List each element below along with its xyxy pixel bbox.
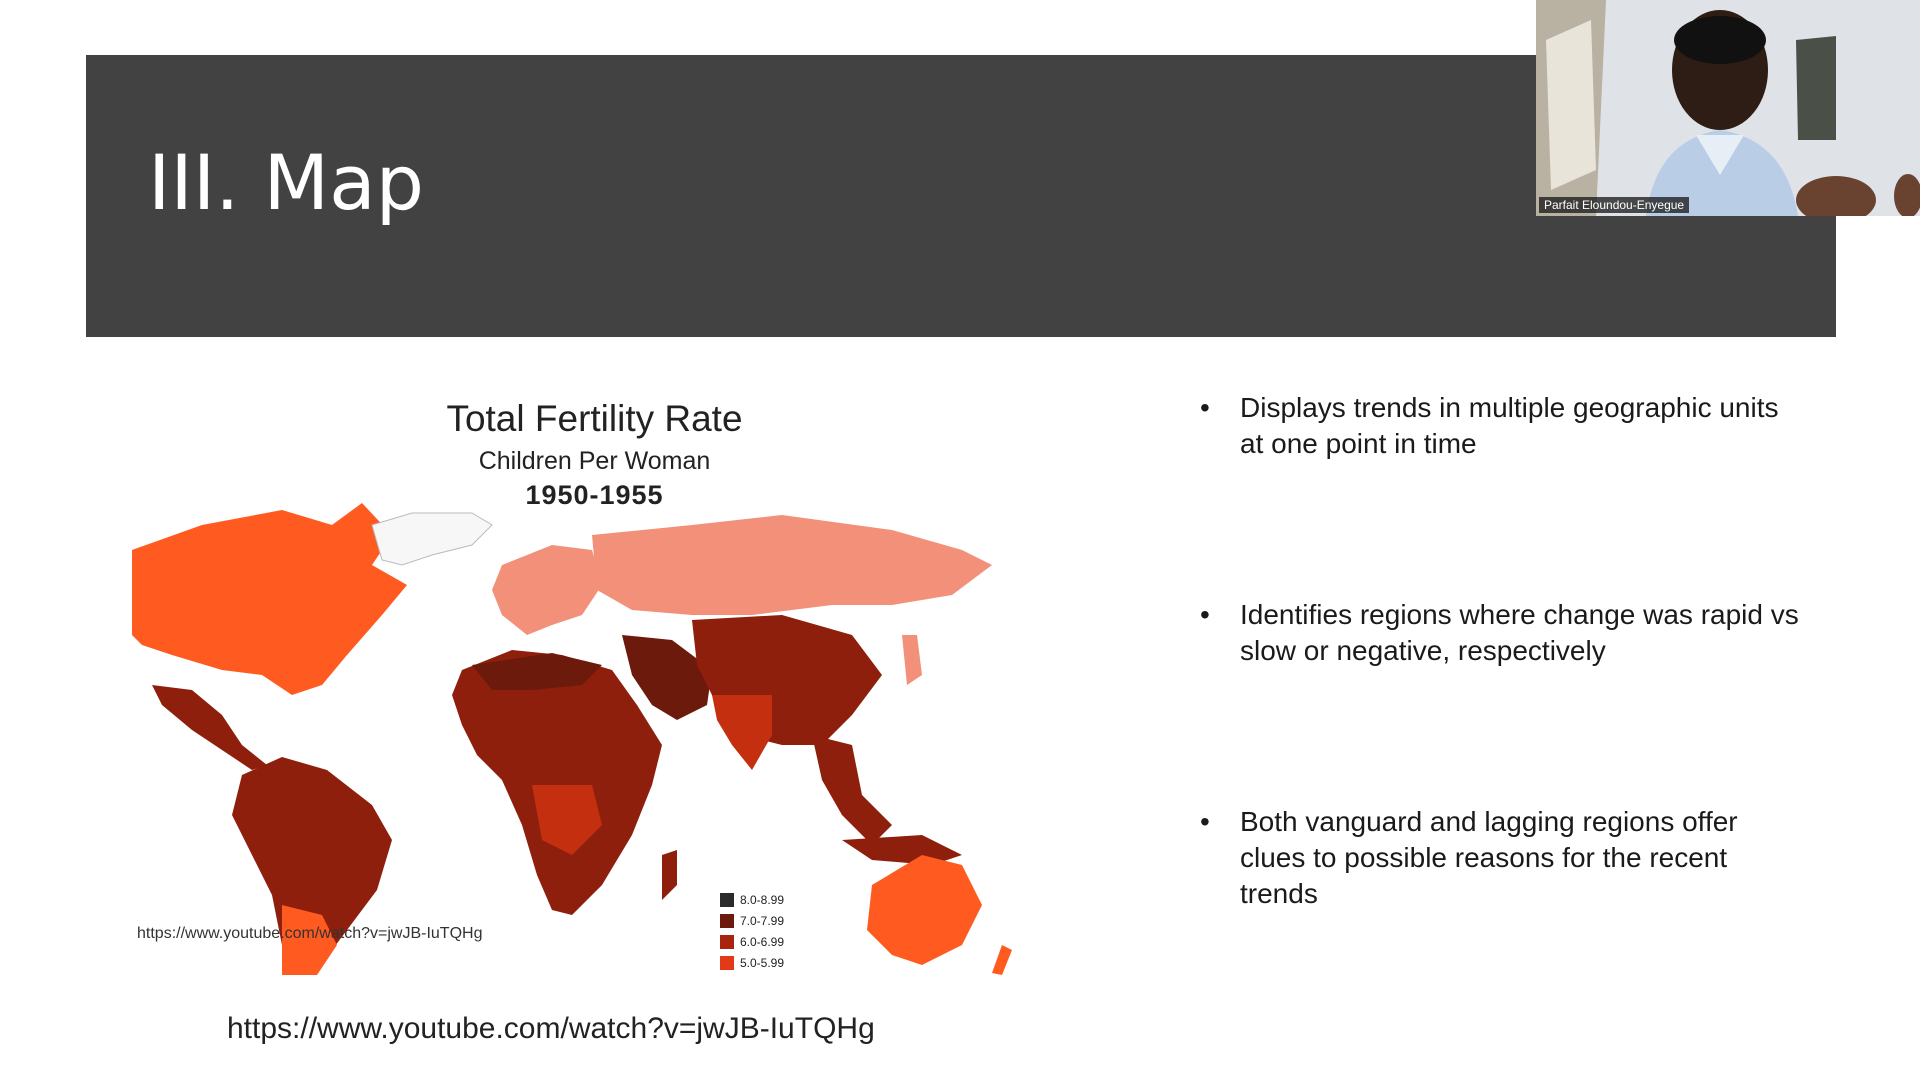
australia [867,855,982,965]
greenland [371,512,493,566]
north-asia [592,515,992,615]
legend-label: 6.0-6.99 [740,934,785,949]
north-america [132,503,407,695]
japan [902,635,922,685]
new-zealand [992,945,1012,975]
webcam-feed [1536,0,1920,216]
legend-swatch [720,934,734,949]
webcam-video[interactable] [1536,0,1920,216]
arabia [622,635,712,720]
south-america-south [282,905,337,975]
map-subtitle: Children Per Woman [478,447,711,475]
map-legend: 8.0-8.99 7.0-7.99 6.0-6.99 5.0-5.99 [720,889,784,973]
legend-swatch [720,955,734,970]
madagascar [662,850,677,900]
legend-item: 5.0-5.99 [720,952,784,973]
africa [452,650,662,915]
legend-swatch [720,913,734,928]
bullet-marker: • [1200,599,1210,630]
legend-swatch [720,892,734,907]
bullet-text: Displays trends in multiple geographic u… [1240,392,1779,459]
fertility-map-figure: Total Fertility Rate Children Per Woman … [132,385,1102,975]
participant-name-label: Parfait Eloundou-Enyegue [1539,197,1690,213]
bullet-marker: • [1200,806,1210,837]
south-america [232,757,392,975]
africa-north [472,653,602,690]
bullet-marker: • [1200,392,1210,423]
legend-label: 5.0-5.99 [740,955,785,970]
india [712,695,772,770]
bullet-text: Both vanguard and lagging regions offer … [1240,806,1738,909]
map-embedded-url: https://www.youtube.com/watch?v=jwJB-IuT… [137,925,483,942]
legend-label: 8.0-8.99 [740,892,785,907]
southeast-asia [812,735,892,845]
source-url-link[interactable]: https://www.youtube.com/watch?v=jwJB-IuT… [227,1012,875,1045]
legend-label: 7.0-7.99 [740,913,785,928]
legend-item: 7.0-7.99 [720,910,784,931]
map-period: 1950-1955 [525,480,664,510]
legend-item: 6.0-6.99 [720,931,784,952]
africa-central [532,785,602,855]
map-title: Total Fertility Rate [446,398,743,439]
legend-item: 8.0-8.99 [720,889,784,910]
bullet-text: Identifies regions where change was rapi… [1240,599,1799,666]
central-america [152,685,267,770]
slide-title: III. Map [148,138,424,227]
world-map [132,503,1012,975]
europe [492,545,602,635]
